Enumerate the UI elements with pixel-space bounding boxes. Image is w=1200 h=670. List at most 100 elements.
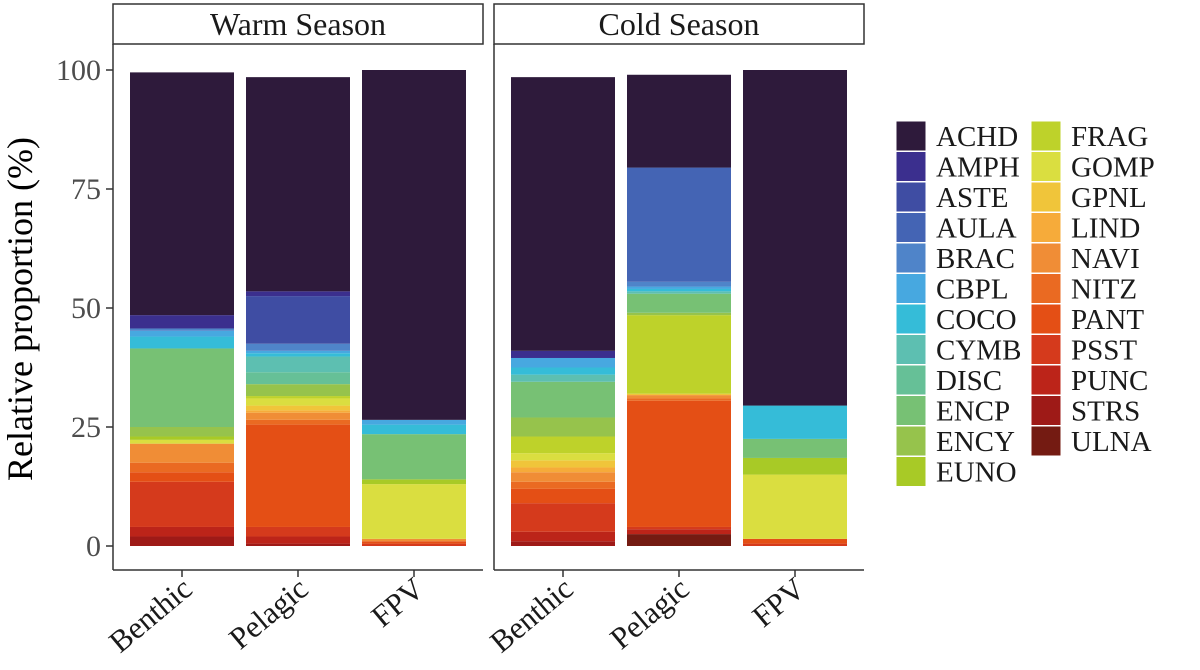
- segment-punc: [511, 531, 615, 542]
- segment-cbpl: [130, 330, 234, 337]
- segment-gpnl: [246, 405, 350, 411]
- segment-cbpl: [362, 419, 466, 425]
- segment-encp: [627, 293, 731, 313]
- y-tick-label: 100: [56, 54, 101, 87]
- legend-swatch: [1030, 303, 1062, 335]
- legend-swatch: [895, 181, 927, 213]
- segment-gpnl: [627, 393, 731, 396]
- legend-label: ASTE: [936, 182, 1009, 214]
- legend: ACHDAMPHASTEAULABRACCBPLCOCOCYMBDISCENCP…: [895, 120, 1155, 489]
- legend-label: AULA: [936, 213, 1017, 245]
- segment-pant: [130, 472, 234, 482]
- segment-brac: [246, 343, 350, 351]
- legend-swatch: [895, 242, 927, 274]
- y-axis: 0 25 50 75 100: [56, 54, 113, 563]
- legend-label: CYMB: [936, 335, 1021, 367]
- legend-item-gomp: GOMP: [1030, 151, 1155, 184]
- segment-achd: [511, 77, 615, 351]
- segment-gomp: [130, 439, 234, 444]
- segment-strs: [130, 536, 234, 546]
- legend-item-aula: AULA: [895, 212, 1017, 245]
- legend-swatch: [1030, 425, 1062, 457]
- segment-pant: [627, 400, 731, 527]
- legend-label: FRAG: [1071, 121, 1148, 153]
- segment-gomp: [362, 484, 466, 539]
- segment-encp: [130, 348, 234, 427]
- facet-title: Warm Season: [210, 6, 386, 42]
- legend-item-encp: ENCP: [895, 395, 1010, 428]
- facet-panels: Warm Season Benthic Pelagic FPV Cold Season B…: [102, 3, 865, 660]
- segment-strs: [246, 543, 350, 546]
- segment-gomp: [511, 453, 615, 461]
- legend-swatch: [895, 151, 927, 182]
- legend-label: PSST: [1071, 335, 1137, 367]
- legend-label: ENCY: [936, 426, 1015, 458]
- legend-item-lind: LIND: [1030, 212, 1140, 245]
- legend-item-ulna: ULNA: [1030, 425, 1152, 458]
- legend-label: CBPL: [936, 274, 1009, 306]
- x-tick-label: Pelagic: [222, 571, 314, 656]
- legend-swatch: [1030, 212, 1062, 243]
- legend-label: BRAC: [936, 243, 1015, 275]
- bar-pelagic: [246, 77, 350, 546]
- segment-pant: [743, 538, 847, 544]
- legend-swatch: [895, 303, 927, 335]
- legend-item-disc: DISC: [895, 364, 1002, 397]
- facet-strip: [493, 3, 865, 45]
- x-tick-label: FPV: [364, 570, 431, 634]
- y-tick-label: 50: [71, 292, 101, 325]
- y-tick-label: 0: [86, 530, 101, 563]
- segment-brac: [130, 328, 234, 331]
- segment-aula: [627, 167, 731, 282]
- segment-cbpl: [246, 350, 350, 354]
- legend-swatch: [1030, 120, 1062, 152]
- legend-label: COCO: [936, 304, 1017, 336]
- legend-item-ency: ENCY: [895, 425, 1015, 458]
- segment-nitz: [511, 481, 615, 489]
- x-tick-label: FPV: [745, 570, 812, 634]
- legend-item-cymb: CYMB: [895, 334, 1021, 367]
- segment-ency: [627, 312, 731, 316]
- segment-brac: [627, 281, 731, 287]
- segment-psst: [246, 526, 350, 537]
- legend-swatch: [895, 425, 927, 457]
- segment-punc: [130, 526, 234, 537]
- segment-aste: [246, 296, 350, 344]
- segment-psst: [362, 543, 466, 546]
- legend-item-punc: PUNC: [1030, 364, 1148, 397]
- facet-title: Cold Season: [599, 6, 760, 42]
- legend-label: PUNC: [1071, 365, 1148, 397]
- segment-gomp: [743, 474, 847, 539]
- segment-psst: [743, 543, 847, 546]
- segment-navi: [130, 443, 234, 463]
- legend-swatch: [895, 456, 927, 487]
- segment-euno: [743, 457, 847, 475]
- segment-pant: [362, 541, 466, 544]
- segment-nitz: [130, 462, 234, 473]
- legend-label: AMPH: [936, 152, 1020, 184]
- segment-cbpl: [511, 357, 615, 368]
- segment-cymb: [627, 291, 731, 294]
- x-tick-label: Benthic: [102, 571, 198, 660]
- segment-encp: [511, 381, 615, 418]
- segment-euno: [362, 479, 466, 485]
- segment-ulna: [627, 534, 731, 546]
- segment-euno: [130, 436, 234, 440]
- x-tick-label: Pelagic: [603, 571, 695, 656]
- bar-fpv: [362, 70, 466, 546]
- segment-achd: [246, 77, 350, 292]
- panel-warm-season: Warm Season Benthic Pelagic FPV: [102, 3, 484, 660]
- legend-swatch: [895, 395, 927, 426]
- legend-item-amph: AMPH: [895, 151, 1020, 184]
- segment-cbpl: [627, 286, 731, 289]
- legend-item-nitz: NITZ: [1030, 273, 1137, 306]
- legend-item-euno: EUNO: [895, 456, 1017, 489]
- segment-achd: [130, 72, 234, 316]
- segment-cymb: [511, 374, 615, 382]
- legend-swatch: [1030, 273, 1062, 304]
- segment-frag: [246, 396, 350, 399]
- legend-label: ULNA: [1071, 426, 1152, 458]
- segment-frag: [511, 436, 615, 454]
- legend-item-pant: PANT: [1030, 303, 1144, 336]
